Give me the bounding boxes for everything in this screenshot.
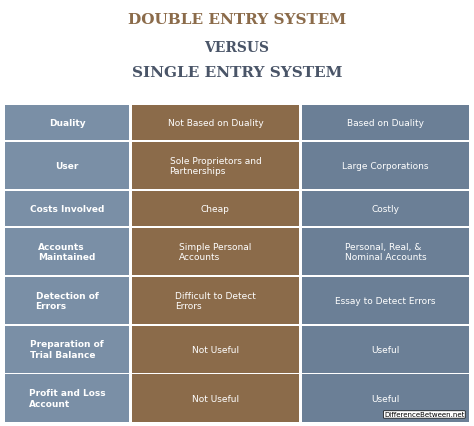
- Text: Useful: Useful: [371, 394, 400, 403]
- Bar: [5, 374, 129, 422]
- Bar: [5, 143, 129, 190]
- Bar: [301, 277, 469, 324]
- Text: Detection of
Errors: Detection of Errors: [36, 291, 99, 310]
- Text: Essay to Detect Errors: Essay to Detect Errors: [335, 296, 436, 305]
- Text: Not Useful: Not Useful: [192, 394, 239, 403]
- Text: Cheap: Cheap: [201, 204, 230, 213]
- Text: VERSUS: VERSUS: [204, 40, 270, 55]
- Bar: [132, 106, 299, 141]
- Text: Duality: Duality: [49, 119, 85, 128]
- Text: Profit and Loss
Account: Profit and Loss Account: [28, 389, 105, 408]
- Text: Personal, Real, &
Nominal Accounts: Personal, Real, & Nominal Accounts: [345, 242, 426, 262]
- Text: Not Based on Duality: Not Based on Duality: [167, 119, 263, 128]
- Text: Preparation of
Trial Balance: Preparation of Trial Balance: [30, 340, 104, 359]
- Text: Not Useful: Not Useful: [192, 345, 239, 354]
- Bar: [132, 326, 299, 373]
- Text: Simple Personal
Accounts: Simple Personal Accounts: [179, 242, 252, 262]
- Text: Useful: Useful: [371, 345, 400, 354]
- Bar: [5, 192, 129, 227]
- Text: Large Corporations: Large Corporations: [342, 162, 428, 171]
- Bar: [5, 326, 129, 373]
- Bar: [301, 143, 469, 190]
- Text: Sole Proprietors and
Partnerships: Sole Proprietors and Partnerships: [170, 157, 261, 176]
- Bar: [5, 106, 129, 141]
- Text: Difficult to Detect
Errors: Difficult to Detect Errors: [175, 291, 256, 310]
- Text: DOUBLE ENTRY SYSTEM: DOUBLE ENTRY SYSTEM: [128, 13, 346, 27]
- Bar: [132, 228, 299, 275]
- Text: Costs Involved: Costs Involved: [30, 204, 104, 213]
- Bar: [301, 106, 469, 141]
- Bar: [301, 192, 469, 227]
- Text: Accounts
Maintained: Accounts Maintained: [38, 242, 96, 262]
- Text: SINGLE ENTRY SYSTEM: SINGLE ENTRY SYSTEM: [132, 66, 342, 80]
- Bar: [132, 277, 299, 324]
- Bar: [301, 228, 469, 275]
- Text: DifferenceBetween.net: DifferenceBetween.net: [384, 412, 465, 417]
- Bar: [132, 143, 299, 190]
- Bar: [132, 192, 299, 227]
- Text: Based on Duality: Based on Duality: [347, 119, 424, 128]
- Bar: [132, 374, 299, 422]
- Text: Costly: Costly: [372, 204, 400, 213]
- Bar: [5, 228, 129, 275]
- Bar: [301, 374, 469, 422]
- Bar: [5, 277, 129, 324]
- Bar: [301, 326, 469, 373]
- Text: User: User: [55, 162, 79, 171]
